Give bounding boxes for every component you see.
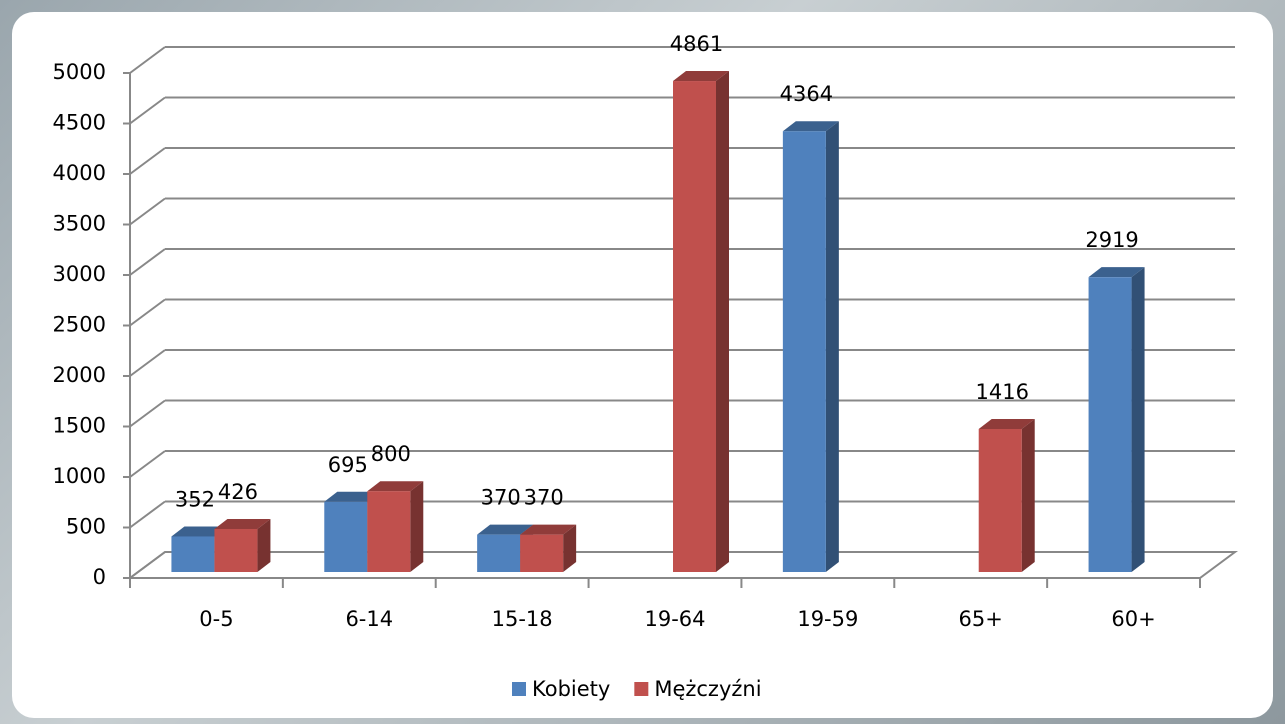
bar-top (171, 526, 228, 537)
bar (978, 428, 1022, 572)
bar (171, 536, 215, 572)
y-tick-label: 1500 (53, 414, 106, 438)
grid-line (129, 197, 166, 226)
bar-top (214, 518, 271, 529)
value-label: 1416 (975, 380, 1028, 404)
x-tick-label: 15-18 (492, 607, 553, 631)
value-label: 4861 (670, 32, 723, 56)
bar-side (825, 121, 839, 573)
bar (477, 534, 521, 572)
bar (782, 131, 826, 572)
grid-line (129, 450, 166, 478)
bar-top (367, 481, 424, 492)
bar-top (978, 418, 1035, 429)
value-label: 2919 (1085, 228, 1138, 252)
bar-top (324, 491, 381, 502)
grid-line (129, 500, 166, 529)
x-tick-label: 65+ (959, 607, 1003, 631)
value-label: 370 (524, 486, 564, 510)
grid-line (129, 298, 166, 327)
y-tick-label: 2500 (53, 313, 106, 337)
bar-side (1131, 267, 1145, 572)
x-tick-label: 6-14 (345, 607, 393, 631)
legend-swatch (512, 682, 526, 696)
y-tick-label: 3000 (53, 262, 106, 286)
y-tick-label: 4500 (53, 111, 106, 135)
y-tick-label: 1000 (53, 464, 106, 488)
bar-top (1088, 267, 1145, 278)
bar (214, 528, 258, 572)
bar (367, 491, 411, 572)
bar-side (563, 524, 577, 572)
y-tick-label: 500 (66, 515, 106, 539)
value-label: 695 (328, 453, 368, 477)
bar (324, 501, 368, 572)
value-label: 4364 (780, 82, 833, 106)
x-tick-label: 60+ (1111, 607, 1155, 631)
y-tick-label: 0 (93, 565, 106, 589)
bar-top (477, 524, 534, 535)
value-label: 426 (218, 480, 258, 504)
bar (673, 81, 716, 572)
x-tick-label: 0-5 (199, 607, 233, 631)
y-tick-label: 4000 (53, 161, 106, 185)
bar-side (410, 481, 424, 572)
value-label: 352 (175, 487, 215, 511)
x-tick-label: 19-59 (797, 607, 858, 631)
grid-line (129, 248, 166, 276)
bar (1088, 277, 1132, 572)
grid-line (129, 349, 166, 377)
grid-line (129, 551, 166, 579)
bar-side (257, 518, 271, 572)
bar-top (673, 71, 729, 82)
grid-line (129, 399, 166, 428)
value-label: 800 (371, 442, 411, 466)
grid-line (129, 96, 166, 125)
x-tick-label: 19-64 (644, 607, 705, 631)
legend-swatch (634, 682, 649, 696)
y-tick-label: 2000 (53, 363, 106, 387)
grid-line (129, 46, 166, 74)
grid-line (129, 147, 166, 175)
bar-top (782, 121, 839, 132)
y-tick-label: 3500 (53, 212, 106, 236)
value-label: 370 (481, 486, 521, 510)
legend-label: Kobiety (532, 677, 610, 701)
bar-side (716, 71, 729, 572)
bar-top (520, 524, 577, 535)
bar-side (1021, 418, 1035, 572)
bar (520, 534, 564, 572)
y-tick-label: 5000 (53, 60, 106, 84)
legend-label: Mężczyźni (654, 677, 761, 701)
